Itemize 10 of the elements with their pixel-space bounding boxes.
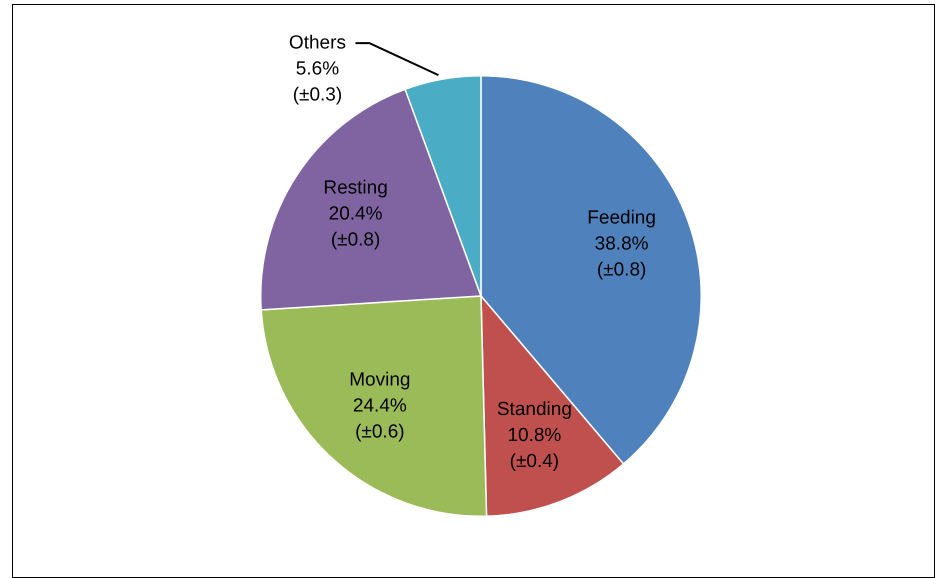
- slice-label: Resting: [323, 177, 388, 198]
- slice-label: Moving: [349, 370, 410, 391]
- data-label: 38.8% (±0.8): [594, 234, 649, 281]
- slice-label: Others: [288, 32, 346, 54]
- data-label: 5.6% (±0.3): [292, 58, 342, 106]
- slice-label: Standing: [496, 399, 572, 420]
- slice-label: Feeding: [587, 208, 656, 229]
- data-label: 24.4% (±0.6): [352, 396, 407, 443]
- data-label: 10.8% (±0.4): [507, 425, 562, 472]
- data-label: 20.4% (±0.8): [328, 203, 383, 250]
